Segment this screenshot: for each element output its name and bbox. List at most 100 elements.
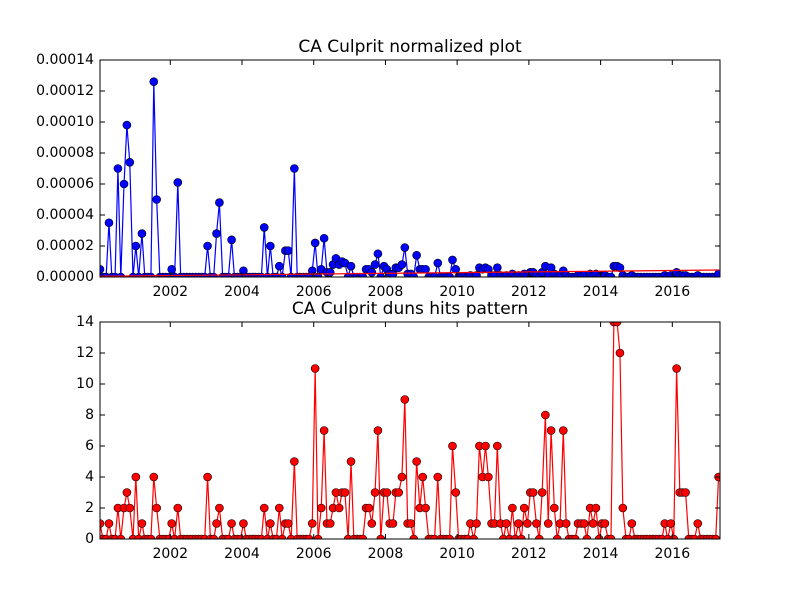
chart-title: CA Culprit duns hits pattern	[292, 299, 528, 319]
point	[666, 519, 676, 528]
point	[316, 503, 326, 513]
point	[310, 238, 320, 248]
x-tick-label: 2004	[224, 546, 260, 562]
point	[472, 519, 481, 528]
x-tick-label: 2014	[583, 284, 619, 300]
point	[570, 534, 580, 539]
point	[600, 519, 610, 528]
x-tick-label: 2014	[583, 546, 619, 562]
axes-frame	[99, 59, 721, 278]
point	[409, 534, 419, 539]
point	[588, 519, 598, 528]
y-tick-label: 4	[85, 469, 94, 485]
point	[433, 472, 443, 482]
point	[307, 519, 317, 528]
point	[406, 519, 416, 528]
point	[606, 534, 616, 539]
point	[364, 503, 374, 513]
plot-area	[100, 322, 720, 539]
point	[594, 534, 604, 539]
point	[131, 472, 141, 482]
chart-title: CA Culprit normalized plot	[298, 37, 522, 57]
point	[125, 158, 135, 167]
point	[125, 503, 135, 513]
point	[514, 519, 523, 528]
point	[711, 534, 720, 539]
point	[325, 268, 335, 277]
y-tick-label: 0.00010	[36, 114, 94, 130]
point	[397, 260, 407, 269]
point	[445, 534, 454, 539]
point	[227, 519, 236, 528]
y-tick-label: 6	[85, 438, 94, 454]
point	[113, 164, 123, 173]
point	[561, 519, 571, 528]
point	[100, 264, 105, 274]
point	[203, 241, 212, 251]
point	[550, 503, 559, 513]
point	[274, 261, 284, 271]
x-tick-label: 2004	[224, 284, 260, 300]
point	[266, 241, 275, 251]
point	[493, 441, 502, 451]
x-tick-label: 2006	[296, 546, 332, 562]
point	[152, 195, 161, 204]
point	[290, 457, 299, 466]
point	[119, 179, 129, 189]
point	[152, 503, 161, 513]
y-tick-label: 0.00002	[36, 238, 94, 254]
point	[290, 164, 299, 173]
point	[370, 260, 380, 269]
point	[501, 519, 511, 528]
point	[283, 246, 293, 255]
point	[400, 243, 410, 252]
point	[203, 472, 212, 482]
point	[137, 229, 147, 238]
point	[131, 241, 141, 251]
point	[104, 218, 114, 228]
point	[615, 263, 625, 273]
y-tick-label: 0.00012	[36, 83, 94, 99]
point	[382, 488, 392, 497]
point	[543, 519, 553, 528]
point	[541, 410, 550, 420]
point	[612, 322, 622, 327]
point	[582, 534, 592, 539]
point	[325, 519, 335, 528]
x-tick-label: 2010	[439, 546, 475, 562]
point	[421, 264, 430, 274]
point	[373, 426, 383, 435]
point	[340, 488, 350, 497]
point	[400, 395, 410, 404]
point	[239, 519, 248, 528]
y-tick-label: 0.00008	[36, 145, 94, 161]
point	[266, 519, 275, 528]
point	[672, 364, 681, 373]
point	[122, 488, 132, 497]
point	[591, 503, 601, 513]
point	[523, 519, 532, 528]
point	[448, 255, 457, 265]
point	[319, 233, 329, 243]
y-tick-label: 2	[85, 500, 94, 516]
point	[373, 249, 383, 259]
point	[370, 488, 380, 497]
x-tick-label: 2008	[368, 546, 404, 562]
y-tick-label: 0	[85, 531, 94, 547]
point	[397, 472, 407, 482]
point	[618, 503, 628, 513]
y-tick-label: 0.00014	[36, 52, 94, 68]
point	[313, 534, 323, 539]
x-tick-label: 2010	[439, 284, 475, 300]
point	[319, 426, 329, 435]
point	[346, 261, 356, 271]
point	[537, 488, 547, 497]
y-tick-label: 0.00004	[36, 207, 94, 223]
point	[519, 503, 529, 513]
point	[277, 534, 287, 539]
point	[283, 519, 293, 528]
point	[146, 534, 156, 539]
point	[167, 264, 177, 274]
point	[558, 426, 568, 435]
